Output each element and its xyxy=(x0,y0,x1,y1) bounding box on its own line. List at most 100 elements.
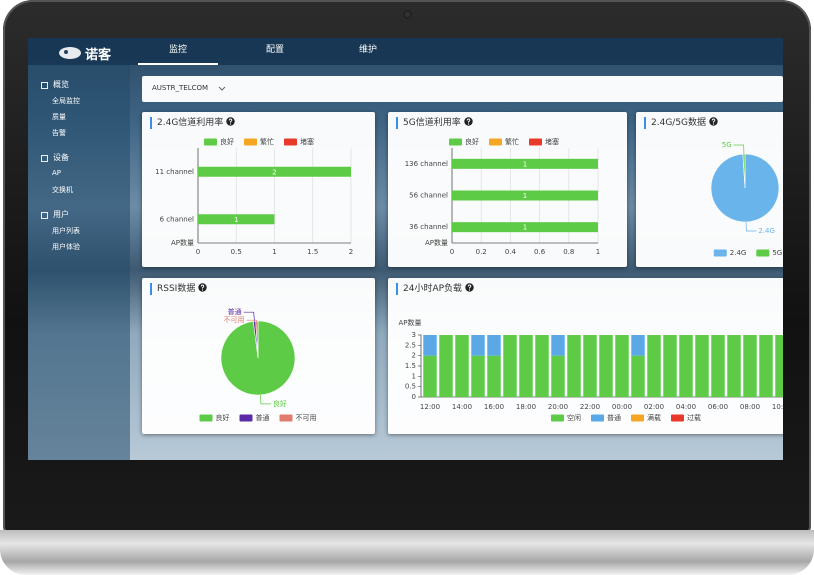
slice-label: 良好 xyxy=(273,399,287,408)
x-tick-label: 2 xyxy=(349,248,353,256)
bar xyxy=(647,335,661,397)
legend: 良好 繁忙 堵塞 xyxy=(204,137,314,146)
x-tick-label: 1.5 xyxy=(307,248,318,256)
legend-swatch xyxy=(529,138,542,146)
legend-label: 普通 xyxy=(256,413,270,422)
help-dot xyxy=(230,123,232,125)
panel-title: 24小时AP负载 xyxy=(403,284,463,294)
menu-item[interactable]: 用户体验 xyxy=(52,243,80,251)
legend-label: 普通 xyxy=(607,413,621,422)
section-title[interactable]: 设备 xyxy=(53,153,69,162)
bar xyxy=(198,166,351,177)
legend-label: 良好 xyxy=(216,413,230,422)
panel-title-bar: 5G信道利用率 xyxy=(396,117,473,129)
bar xyxy=(423,355,437,397)
help-mark xyxy=(466,118,470,123)
chart: 空闲 普通 满载 过载 0 0.5 1 1.5 2 2.5 3 AP数量 12:00 14:00 16:00… xyxy=(398,318,783,422)
y-tick-label: 2 xyxy=(412,352,416,360)
help-icon xyxy=(198,283,208,292)
bar xyxy=(631,335,645,356)
section-title[interactable]: 概览 xyxy=(53,80,69,89)
pie-slice xyxy=(742,153,746,189)
chart-panel: 良好 繁忙 堵塞 0 0.5 1 1.5 2 AP数量 11 channel 2 6 channel 1… xyxy=(142,112,375,267)
menu-item[interactable]: 全局监控 xyxy=(52,97,80,105)
legend-swatch xyxy=(551,414,564,422)
bar xyxy=(615,335,629,397)
chart-panel: 良好 普通 不可用 良好 普通 不可用 RSSI数据 xyxy=(142,278,375,434)
legend-label: 堵塞 xyxy=(545,137,559,146)
x-tick-label: 1 xyxy=(272,248,276,256)
section-title[interactable]: 用户 xyxy=(53,210,69,219)
legend-swatch xyxy=(756,249,770,257)
bar xyxy=(567,335,581,397)
nav-tab[interactable]: 维护 xyxy=(358,45,377,55)
legend-label: 堵塞 xyxy=(300,137,314,146)
x-tick-label: 0.2 xyxy=(476,248,487,256)
legend-swatch xyxy=(204,138,217,146)
legend-label: 不可用 xyxy=(296,414,317,422)
x-tick-label: 12:00 xyxy=(420,403,440,411)
menu-item[interactable]: 用户列表 xyxy=(52,227,80,235)
dropdown-arrow xyxy=(218,86,226,91)
camera xyxy=(403,10,412,19)
data-label: 1 xyxy=(523,160,527,168)
help-mark xyxy=(201,284,205,289)
help-icon xyxy=(465,283,474,292)
bar xyxy=(439,335,453,397)
x-tick-label: 0.8 xyxy=(563,248,574,256)
x-tick-label: 0.6 xyxy=(534,248,546,256)
bar xyxy=(452,158,598,169)
site-name: AUSTR_TELCOM xyxy=(152,84,209,92)
bar xyxy=(775,335,783,397)
legend-label: 繁忙 xyxy=(505,137,519,146)
slice-label: 不可用 xyxy=(224,316,245,324)
chart: 良好 繁忙 堵塞 0 0.5 1 1.5 2 AP数量 11 channel 2 6 channel 1 xyxy=(155,137,353,256)
bar xyxy=(487,355,501,397)
bar xyxy=(695,335,709,397)
label-line xyxy=(246,319,258,322)
bar xyxy=(631,355,645,397)
top-nav: 诺客 监控 配置 维护 xyxy=(28,38,783,65)
sidebar: 概览全局监控质量告警设备 AP 交换机用户用户列表用户体验 xyxy=(28,65,130,460)
nav-tab[interactable]: 配置 xyxy=(265,45,284,55)
nav-tab[interactable]: 监控 xyxy=(138,38,218,65)
bar xyxy=(452,190,598,201)
menu-item[interactable]: AP xyxy=(52,169,62,177)
site-selector[interactable]: AUSTR_TELCOM xyxy=(142,76,783,102)
menu-item[interactable]: 告警 xyxy=(52,129,66,137)
chart-panel: 良好 繁忙 堵塞 0 0.2 0.4 0.6 0.8 1 AP数量 136 channel 1 56 c… xyxy=(388,112,627,267)
x-tick-label: 1 xyxy=(596,248,600,256)
bar xyxy=(503,335,517,397)
data-label: 1 xyxy=(523,192,527,200)
chart-panel: 2.4G 5G 2.4G 5G 2.4G/5G数据 xyxy=(636,112,783,267)
brand-name: 诺客 xyxy=(85,48,112,63)
legend-label: 空闲 xyxy=(567,413,581,422)
screen: 诺客 监控 配置 维护 概览全局监控质量告警设备 AP 交换机用户用户列表用户体验 AU… xyxy=(28,38,783,460)
menu-item[interactable]: 交换机 xyxy=(52,186,73,194)
slice-label: 普通 xyxy=(228,307,242,316)
x-tick-label: 04:00 xyxy=(676,403,696,411)
menu-item[interactable]: 质量 xyxy=(52,113,66,121)
x-tick-label: 00:00 xyxy=(612,403,632,411)
x-tick-label: 06:00 xyxy=(708,403,728,411)
help-mark xyxy=(467,284,472,289)
bar xyxy=(471,355,485,397)
section-icon xyxy=(41,155,48,162)
data-label: 1 xyxy=(523,224,527,232)
bar xyxy=(535,335,549,397)
help-icon xyxy=(709,117,718,126)
help-dot xyxy=(202,289,204,291)
legend-label: 良好 xyxy=(465,137,479,146)
x-tick-label: 08:00 xyxy=(740,403,760,411)
legend: 良好 繁忙 堵塞 xyxy=(449,137,559,146)
legend-label: 繁忙 xyxy=(260,137,274,146)
legend-swatch xyxy=(591,414,604,422)
axis-label: AP数量 xyxy=(425,238,448,247)
label-line xyxy=(259,394,271,405)
y-tick-label: 1.5 xyxy=(405,362,416,370)
legend: 空闲 普通 满载 过载 xyxy=(551,413,701,422)
bar xyxy=(599,335,613,397)
slice-label: 2.4G xyxy=(758,227,775,235)
label-line xyxy=(243,311,255,322)
